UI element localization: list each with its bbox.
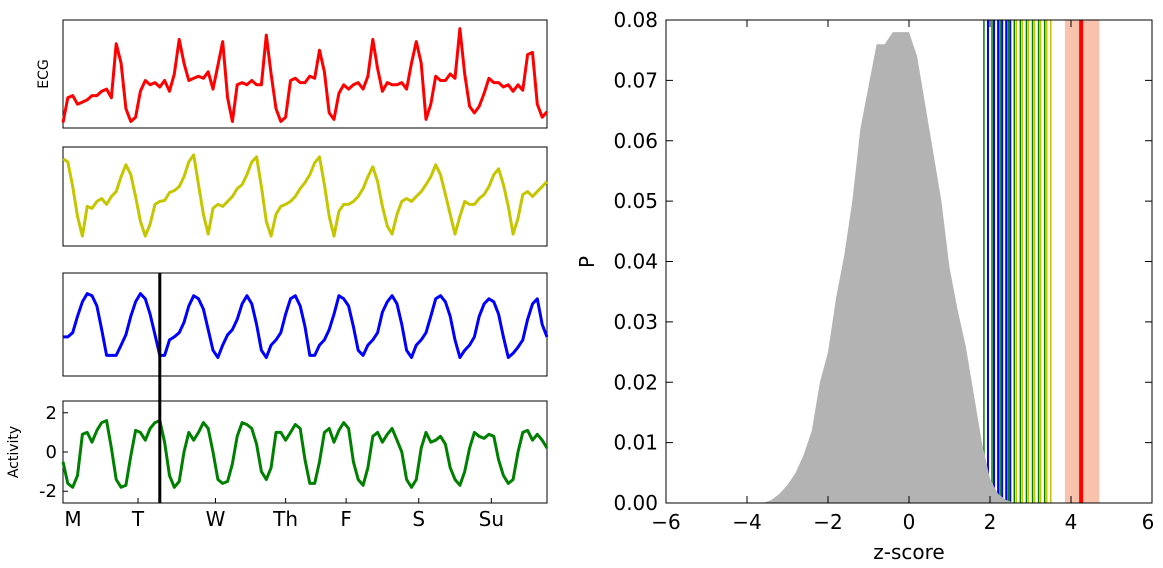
distribution-y-axis-label: P	[575, 256, 599, 268]
distribution-x-tick-label: 0	[903, 510, 916, 534]
distribution-x-tick-label: 2	[984, 510, 997, 534]
activity-y-ticks: 2 0 -2	[39, 403, 68, 502]
distribution-x-tick-label: 4	[1065, 510, 1078, 534]
activity-panel: 2 0 -2 M T W Th F S Su Activity	[6, 400, 549, 531]
distribution-x-tick-label: 6	[1142, 510, 1155, 534]
yellow-panel	[62, 146, 549, 247]
distribution-y-tick-label: 0.02	[613, 370, 658, 394]
activity-y-tick-label: -2	[39, 481, 57, 502]
distribution-x-tick-label: −4	[732, 510, 761, 534]
weekday-tick-label: T	[131, 507, 145, 531]
weekday-tick-label: F	[340, 507, 352, 531]
distribution-x-tick-label: −6	[651, 510, 680, 534]
yellow-series-line	[62, 153, 549, 238]
distribution-y-tick-label: 0.00	[613, 491, 658, 515]
activity-series-line	[61, 419, 549, 489]
distribution-y-tick-label: 0.01	[613, 431, 658, 455]
distribution-y-tick-label: 0.05	[613, 189, 658, 213]
activity-y-tick-label: 0	[46, 442, 57, 463]
ecg-axes-frame	[62, 19, 548, 129]
distribution-y-tick-label: 0.08	[613, 8, 658, 32]
distribution-x-axis-label: z-score	[873, 540, 944, 564]
distribution-x-ticks: −6 −4 −2 0 2 4 6	[651, 20, 1154, 534]
activity-x-ticks: M T W Th F S Su	[62, 498, 504, 531]
weekday-tick-label: S	[412, 507, 425, 531]
z-score-markers	[983, 20, 1100, 503]
weekday-tick-label: Su	[479, 507, 504, 531]
weekday-tick-label: W	[206, 507, 226, 531]
distribution-y-ticks: 0.00 0.01 0.02 0.03 0.04 0.05 0.06 0.07 0.08	[613, 8, 1152, 515]
distribution-y-tick-label: 0.03	[613, 310, 658, 334]
weekday-tick-label: M	[64, 507, 81, 531]
distribution-y-tick-label: 0.06	[613, 129, 658, 153]
activity-y-tick-label: 2	[46, 403, 57, 424]
weekday-tick-label: Th	[272, 507, 298, 531]
activity-axis-label: Activity	[6, 426, 22, 478]
ecg-series-line	[61, 27, 549, 123]
blue-panel	[62, 272, 549, 377]
ecg-axis-label: ECG	[36, 59, 52, 88]
distribution-y-tick-label: 0.04	[613, 250, 658, 274]
distribution-x-tick-label: −2	[813, 510, 842, 534]
blue-series-line	[63, 292, 549, 359]
distribution-panel: 0.000.010.020.030.040.050.060.070.08 −6−…	[575, 8, 1154, 564]
distribution-y-tick-label: 0.07	[613, 68, 658, 92]
ecg-panel: ECG	[36, 19, 549, 129]
null-distribution-area	[706, 32, 1015, 503]
